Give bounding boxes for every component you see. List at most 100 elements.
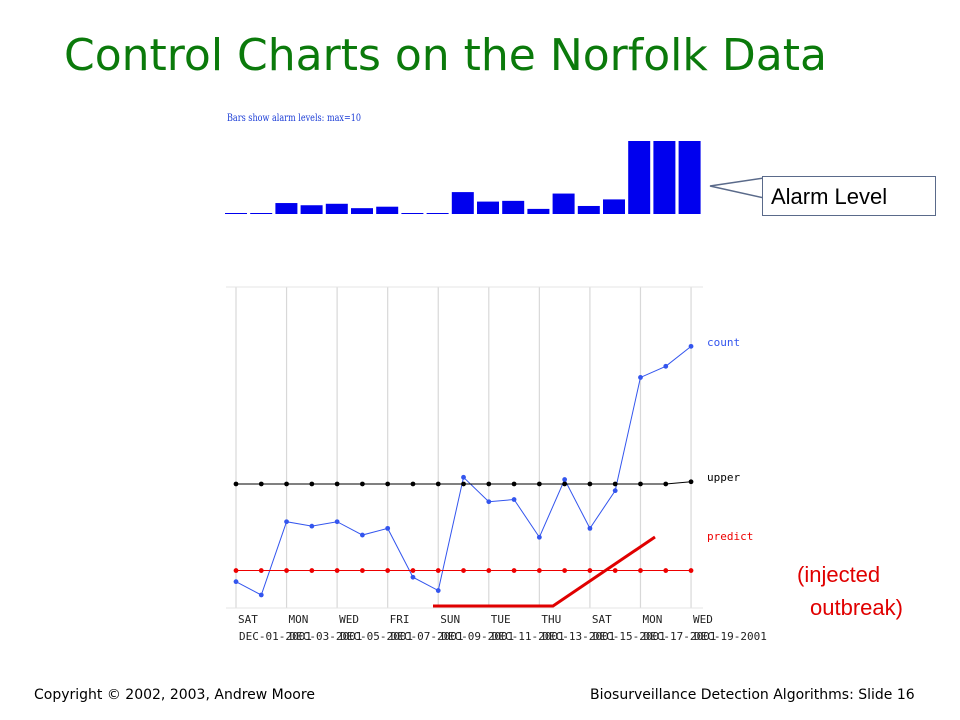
point-upper	[511, 481, 517, 487]
point-upper	[360, 481, 365, 487]
alarm-bar	[275, 203, 298, 214]
point-predict	[511, 568, 517, 573]
x-tick-label: TUE	[491, 613, 511, 626]
bar-chart-title: Bars show alarm levels: max=10	[227, 113, 361, 124]
alarm-level-callout: Alarm Level	[762, 176, 936, 216]
alarm-bar	[351, 208, 373, 214]
point-upper	[309, 481, 315, 487]
point-count	[587, 525, 593, 531]
point-upper	[486, 481, 492, 487]
alarm-bar	[502, 200, 525, 214]
point-predict	[309, 568, 315, 573]
alarm-bar	[603, 199, 625, 214]
x-date-label: DEC-03-2001	[290, 630, 363, 643]
x-date-label: DEC-13-2001	[542, 630, 615, 643]
alarm-bar	[477, 201, 499, 214]
x-date-label: DEC-19-2001	[694, 630, 767, 643]
point-count	[284, 519, 289, 525]
point-predict	[284, 568, 289, 573]
point-predict	[360, 568, 365, 573]
x-tick-label: WED	[339, 613, 359, 626]
x-tick-label: SUN	[440, 613, 460, 626]
footer-slide-info: Biosurveillance Detection Algorithms: Sl…	[590, 687, 915, 703]
point-count	[309, 523, 315, 529]
x-date-label: DEC-01-2001	[239, 630, 312, 643]
point-count	[461, 474, 466, 480]
x-date-label: DEC-11-2001	[492, 630, 565, 643]
x-date-label: DEC-17-2001	[643, 630, 716, 643]
x-tick-label: MON	[289, 613, 309, 626]
point-predict	[258, 568, 264, 573]
alarm-bar	[250, 213, 273, 214]
point-upper	[334, 481, 340, 487]
point-predict	[385, 568, 391, 573]
point-count	[334, 519, 340, 525]
x-tick-label: THU	[541, 613, 561, 626]
alarm-bar	[401, 213, 424, 214]
point-count	[688, 343, 694, 349]
point-predict	[410, 568, 416, 573]
point-upper	[258, 481, 264, 487]
point-upper	[435, 481, 441, 487]
point-upper	[385, 481, 391, 487]
point-upper	[410, 481, 416, 487]
point-upper	[587, 481, 593, 487]
x-date-label: DEC-05-2001	[340, 630, 413, 643]
point-predict	[638, 568, 643, 573]
alarm-bar	[300, 205, 323, 214]
point-count	[562, 477, 568, 482]
alarm-bar	[325, 203, 348, 214]
outbreak-annotation-line	[433, 535, 656, 608]
point-predict	[612, 568, 618, 573]
x-date-label: DEC-09-2001	[441, 630, 514, 643]
footer-copyright: Copyright © 2002, 2003, Andrew Moore	[34, 687, 315, 703]
point-upper	[663, 481, 669, 487]
point-upper	[612, 481, 618, 487]
alarm-bar	[577, 205, 600, 214]
point-predict	[461, 568, 466, 573]
alarm-bar	[552, 193, 575, 214]
point-predict	[435, 568, 441, 573]
point-count	[435, 588, 441, 593]
x-tick-label: SAT	[238, 613, 258, 626]
alarm-bar	[653, 141, 676, 214]
line-chart-series	[233, 343, 694, 598]
series-label-count: count	[707, 336, 740, 349]
alarm-bar	[376, 206, 399, 214]
point-count	[612, 488, 618, 494]
point-upper	[536, 481, 542, 487]
point-count	[638, 375, 643, 380]
point-count	[385, 525, 391, 531]
point-upper	[638, 481, 643, 487]
callout-pointer	[709, 177, 765, 199]
point-upper	[233, 481, 239, 487]
point-predict	[233, 568, 239, 573]
point-count	[233, 579, 239, 585]
outbreak-note-line-2: outbreak)	[810, 595, 903, 620]
point-count	[258, 592, 264, 598]
point-predict	[688, 568, 694, 573]
point-predict	[536, 568, 542, 573]
point-count	[536, 534, 542, 540]
x-tick-label: WED	[693, 613, 713, 626]
alarm-bar	[527, 208, 550, 214]
outbreak-note-line-1: (injected	[797, 562, 881, 587]
alarm-bar	[451, 192, 474, 214]
point-count	[511, 497, 517, 502]
alarm-bar	[678, 141, 701, 214]
point-predict	[486, 568, 492, 573]
point-predict	[663, 568, 669, 573]
x-date-label: DEC-07-2001	[391, 630, 464, 643]
slide-title: Control Charts on the Norfolk Data	[64, 30, 827, 81]
point-upper	[284, 481, 289, 487]
alarm-bar	[426, 213, 449, 214]
point-upper	[461, 481, 466, 487]
point-predict	[562, 568, 568, 573]
line-chart-grid	[226, 286, 703, 609]
alarm-bar	[225, 213, 247, 214]
line-chart-labels: count upper predict SAT MON WED FRI SUN TUE THU SA…	[238, 336, 767, 643]
x-tick-label: FRI	[390, 613, 410, 626]
x-tick-label: MON	[642, 613, 662, 626]
point-count	[486, 499, 492, 505]
